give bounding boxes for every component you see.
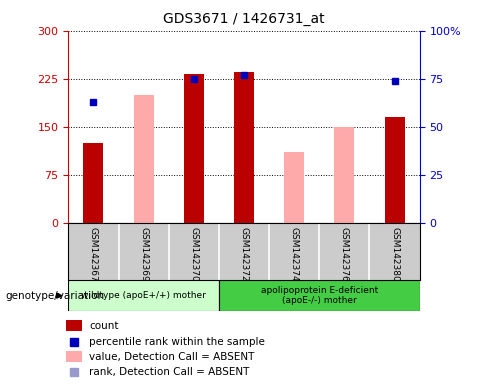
Title: GDS3671 / 1426731_at: GDS3671 / 1426731_at bbox=[163, 12, 325, 25]
Text: GSM142376: GSM142376 bbox=[340, 227, 349, 282]
Bar bbox=[334, 127, 354, 223]
Bar bbox=[66, 320, 82, 331]
Bar bbox=[83, 143, 103, 223]
Text: GSM142372: GSM142372 bbox=[240, 227, 248, 282]
Text: count: count bbox=[89, 321, 119, 331]
Text: apolipoprotein E-deficient
(apoE-/-) mother: apolipoprotein E-deficient (apoE-/-) mot… bbox=[261, 286, 378, 305]
Text: GSM142374: GSM142374 bbox=[290, 227, 299, 282]
Bar bbox=[66, 351, 82, 362]
Text: GSM142369: GSM142369 bbox=[139, 227, 148, 282]
Text: percentile rank within the sample: percentile rank within the sample bbox=[89, 337, 265, 347]
Text: GSM142367: GSM142367 bbox=[89, 227, 98, 282]
Text: GSM142370: GSM142370 bbox=[189, 227, 198, 282]
Bar bbox=[234, 72, 254, 223]
Text: rank, Detection Call = ABSENT: rank, Detection Call = ABSENT bbox=[89, 367, 250, 377]
Text: genotype/variation: genotype/variation bbox=[5, 291, 104, 301]
Bar bbox=[284, 152, 304, 223]
Text: wildtype (apoE+/+) mother: wildtype (apoE+/+) mother bbox=[81, 291, 206, 300]
Bar bbox=[385, 117, 405, 223]
Bar bbox=[68, 280, 219, 311]
Text: value, Detection Call = ABSENT: value, Detection Call = ABSENT bbox=[89, 352, 255, 362]
Text: GSM142380: GSM142380 bbox=[390, 227, 399, 282]
Bar bbox=[184, 74, 204, 223]
Bar bbox=[134, 95, 154, 223]
Bar bbox=[219, 280, 420, 311]
